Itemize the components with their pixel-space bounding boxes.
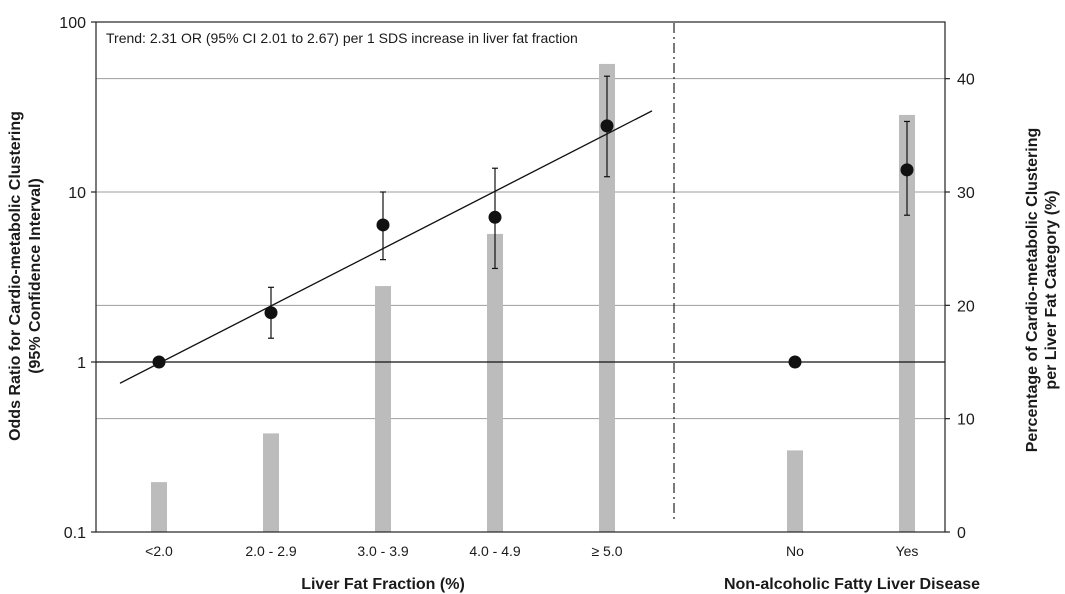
- category-label: 3.0 - 3.9: [357, 543, 409, 559]
- left-tick-label: 1: [77, 355, 86, 372]
- odds-ratio-points: [153, 119, 914, 368]
- category-label: 4.0 - 4.9: [469, 543, 521, 559]
- bar: [787, 450, 803, 532]
- trend-annotation: Trend: 2.31 OR (95% CI 2.01 to 2.67) per…: [106, 30, 578, 46]
- right-axis-ticks: 0 10 20 30 40: [945, 72, 975, 542]
- left-axis-title-line2: (95% Confidence Interval): [27, 178, 44, 374]
- bar: [263, 433, 279, 532]
- left-tick-label: 0.1: [64, 525, 86, 542]
- bar-series: [151, 64, 915, 532]
- odds-ratio-point: [901, 163, 914, 176]
- category-label: 2.0 - 2.9: [245, 543, 297, 559]
- bar: [487, 234, 503, 532]
- right-axis-title-line2: per Liver Fat Category (%): [1043, 190, 1060, 389]
- plot-frame: [96, 22, 945, 532]
- left-tick-label: 10: [68, 185, 86, 202]
- right-tick-label: 20: [957, 298, 975, 315]
- x-axis-title-liver-fat: Liver Fat Fraction (%): [301, 576, 465, 593]
- category-labels: <2.0 2.0 - 2.9 3.0 - 3.9 4.0 - 4.9 ≥ 5.0 No Ye…: [145, 543, 918, 559]
- left-axis-title-line1: Odds Ratio for Cardio-metabolic Clusteri…: [7, 111, 24, 441]
- left-tick-label: 100: [59, 15, 86, 32]
- odds-ratio-point: [489, 211, 502, 224]
- right-axis-gridlines: [96, 79, 945, 419]
- right-tick-label: 0: [957, 525, 966, 542]
- right-tick-label: 40: [957, 72, 975, 89]
- bar: [375, 286, 391, 532]
- odds-ratio-point: [789, 356, 802, 369]
- odds-ratio-point: [377, 218, 390, 231]
- error-bars: [268, 76, 910, 338]
- right-tick-label: 10: [957, 412, 975, 429]
- right-tick-label: 30: [957, 185, 975, 202]
- bar: [151, 482, 167, 532]
- odds-ratio-point: [153, 356, 166, 369]
- left-axis-ticks: 0.1 1 10 100: [59, 15, 96, 542]
- category-label: Yes: [896, 543, 919, 559]
- x-axis-title-nafld: Non-alcoholic Fatty Liver Disease: [724, 576, 980, 593]
- right-axis-title-line1: Percentage of Cardio-metabolic Clusterin…: [1024, 128, 1041, 453]
- category-label: <2.0: [145, 543, 173, 559]
- category-label: No: [786, 543, 804, 559]
- odds-ratio-point: [265, 306, 278, 319]
- odds-ratio-point: [601, 119, 614, 132]
- category-label: ≥ 5.0: [591, 543, 622, 559]
